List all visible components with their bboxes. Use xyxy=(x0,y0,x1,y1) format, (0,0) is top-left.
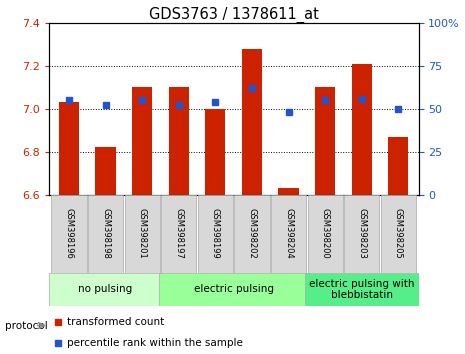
Text: protocol: protocol xyxy=(5,320,47,331)
Text: GSM398200: GSM398200 xyxy=(321,208,330,259)
FancyBboxPatch shape xyxy=(381,195,416,273)
FancyBboxPatch shape xyxy=(49,273,162,306)
Bar xyxy=(132,87,152,195)
FancyBboxPatch shape xyxy=(161,195,196,273)
Text: transformed count: transformed count xyxy=(67,317,165,327)
FancyBboxPatch shape xyxy=(271,195,306,273)
FancyBboxPatch shape xyxy=(234,195,270,273)
Text: GSM398201: GSM398201 xyxy=(138,208,146,259)
Bar xyxy=(315,87,335,195)
Bar xyxy=(352,64,372,195)
Bar xyxy=(279,188,299,195)
Text: electric pulsing with
blebbistatin: electric pulsing with blebbistatin xyxy=(309,279,414,300)
Text: percentile rank within the sample: percentile rank within the sample xyxy=(67,338,243,348)
Text: GSM398199: GSM398199 xyxy=(211,208,220,259)
FancyBboxPatch shape xyxy=(88,195,123,273)
Text: GSM398196: GSM398196 xyxy=(65,208,73,259)
Text: no pulsing: no pulsing xyxy=(79,284,133,295)
FancyBboxPatch shape xyxy=(307,195,343,273)
Text: GSM398203: GSM398203 xyxy=(357,208,366,259)
FancyBboxPatch shape xyxy=(52,195,86,273)
Text: GSM398197: GSM398197 xyxy=(174,208,183,259)
FancyBboxPatch shape xyxy=(159,273,309,306)
Bar xyxy=(95,148,116,195)
FancyBboxPatch shape xyxy=(344,195,379,273)
Text: GSM398205: GSM398205 xyxy=(394,208,403,259)
Text: electric pulsing: electric pulsing xyxy=(193,284,274,295)
Bar xyxy=(169,87,189,195)
Bar xyxy=(59,102,79,195)
Text: GSM398198: GSM398198 xyxy=(101,208,110,259)
Bar xyxy=(388,137,408,195)
Text: GSM398202: GSM398202 xyxy=(247,208,257,259)
FancyBboxPatch shape xyxy=(125,195,160,273)
Bar xyxy=(242,49,262,195)
FancyBboxPatch shape xyxy=(305,273,418,306)
Title: GDS3763 / 1378611_at: GDS3763 / 1378611_at xyxy=(149,7,319,23)
Bar xyxy=(205,109,226,195)
Text: GSM398204: GSM398204 xyxy=(284,208,293,259)
FancyBboxPatch shape xyxy=(198,195,233,273)
